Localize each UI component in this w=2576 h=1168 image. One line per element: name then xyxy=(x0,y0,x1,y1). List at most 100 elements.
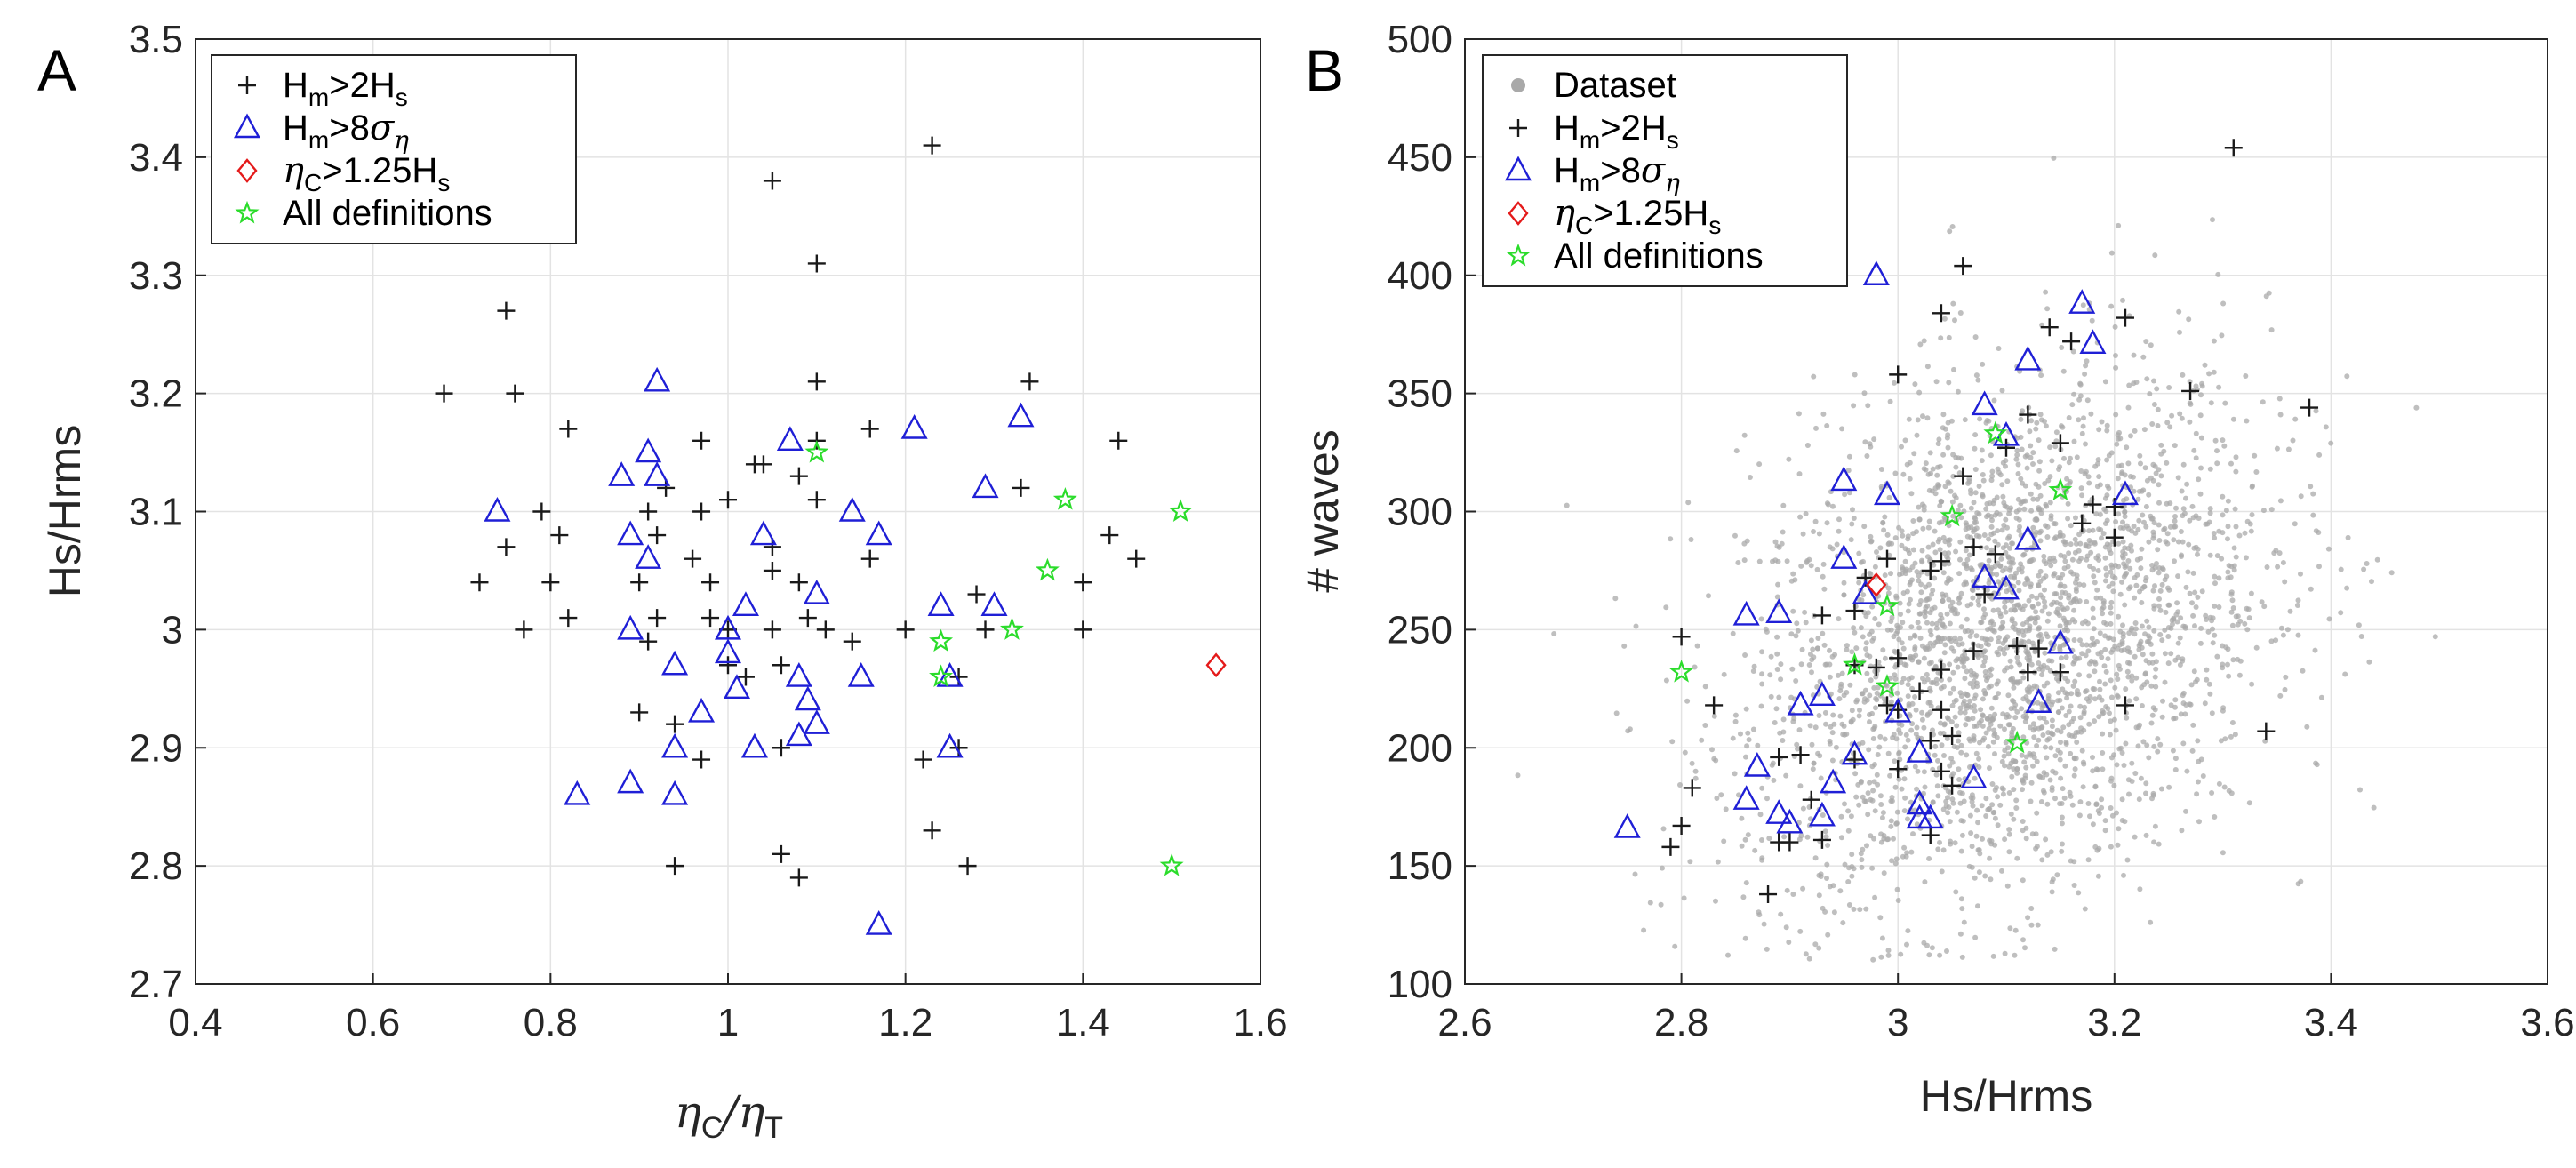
dataset-point xyxy=(1859,857,1865,863)
dataset-point xyxy=(2338,566,2344,572)
dataset-point xyxy=(1730,630,1736,636)
dataset-point xyxy=(1980,477,1987,484)
dataset-point xyxy=(1872,616,1878,621)
dataset-point xyxy=(1933,625,1940,631)
dataset-point xyxy=(2186,316,2192,323)
dataset-point xyxy=(1933,379,1940,385)
dataset-point xyxy=(2283,674,2289,680)
dataset-point xyxy=(1924,597,1930,604)
dataset-point xyxy=(2193,604,2199,610)
dataset-point xyxy=(2225,661,2230,668)
panel-a-ticks: 0.4 0.6 0.8 1 1.2 1.4 1.62.72.82.933.13.23.33.… xyxy=(129,18,1288,1044)
dataset-point xyxy=(2049,717,2055,724)
dataset-point xyxy=(2059,848,2065,854)
dataset-point xyxy=(2298,571,2303,577)
dataset-point xyxy=(2122,509,2128,516)
dataset-point xyxy=(2052,571,2058,577)
triangle-point xyxy=(2111,480,2139,506)
legend-star-label: All definitions xyxy=(1554,236,1764,276)
dataset-point xyxy=(2029,831,2036,837)
dataset-point xyxy=(1820,812,1826,818)
dataset-point xyxy=(1930,466,1936,472)
dataset-point xyxy=(2220,437,2226,444)
dataset-point xyxy=(1757,812,1764,818)
dataset-point xyxy=(1860,558,1866,564)
dataset-point xyxy=(1899,640,1905,646)
dataset-point xyxy=(2115,432,2121,438)
dataset-point xyxy=(1876,621,1882,628)
dataset-point xyxy=(2004,524,2010,531)
dataset-point xyxy=(1721,671,1727,677)
legend-plus-marker xyxy=(238,76,256,94)
dataset-point xyxy=(2223,508,2229,514)
dataset-point xyxy=(2211,531,2217,536)
dataset-point xyxy=(1943,803,1949,809)
legend-triangle-marker xyxy=(233,113,261,139)
dataset-point xyxy=(2287,608,2293,614)
triangle-point xyxy=(732,591,759,616)
dataset-point xyxy=(2114,810,2119,816)
dataset-point xyxy=(2020,675,2027,681)
dataset-point xyxy=(2120,548,2126,555)
dataset-point xyxy=(2086,673,2092,679)
dataset-point xyxy=(2312,647,2318,653)
dataset-point xyxy=(2051,599,2057,605)
panel-b-markers xyxy=(1613,139,2319,904)
dataset-point xyxy=(1940,412,1947,418)
dataset-point xyxy=(2148,683,2155,689)
dataset-point xyxy=(1981,659,1988,665)
dataset-point xyxy=(2081,415,2086,421)
dataset-point xyxy=(1809,741,1815,748)
y-tick-label: 3.1 xyxy=(129,491,183,534)
dataset-point xyxy=(2066,415,2072,420)
dataset-point xyxy=(1943,798,1949,804)
dataset-point xyxy=(2124,444,2130,451)
plus-point xyxy=(860,549,879,568)
dataset-point xyxy=(2140,512,2146,518)
dataset-point xyxy=(1851,403,1857,409)
dataset-point xyxy=(2204,667,2210,673)
star-point xyxy=(1983,420,2008,444)
dataset-point xyxy=(1988,636,1994,643)
star-point xyxy=(929,628,954,652)
dataset-point xyxy=(2004,634,2011,640)
dataset-point xyxy=(1939,742,1945,748)
dataset-point xyxy=(2214,448,2220,454)
dataset-point xyxy=(2207,506,2213,512)
dataset-point xyxy=(2160,698,2165,704)
dataset-point xyxy=(2356,622,2362,628)
plus-point xyxy=(745,455,764,474)
x-tick-label: 1 xyxy=(717,1001,739,1044)
plus-point xyxy=(630,703,649,722)
dataset-point xyxy=(1781,834,1788,840)
dataset-point xyxy=(2119,579,2125,585)
dataset-point xyxy=(1803,951,1809,957)
dataset-point xyxy=(2077,703,2084,709)
dataset-point xyxy=(2062,539,2068,545)
dataset-point xyxy=(1858,779,1864,784)
dataset-point xyxy=(1838,684,1844,690)
dataset-point xyxy=(1824,520,1830,526)
dataset-point xyxy=(1885,948,1892,954)
dataset-point xyxy=(2101,663,2108,669)
dataset-point xyxy=(1920,676,1925,682)
dataset-point xyxy=(2212,603,2218,609)
dataset-point xyxy=(1986,725,1992,732)
triangle-point xyxy=(1732,600,1760,626)
dataset-point xyxy=(2116,746,2123,752)
dataset-point xyxy=(1880,520,1886,526)
dataset-point xyxy=(2136,796,2142,803)
dataset-point xyxy=(1982,669,1988,675)
dataset-point xyxy=(2022,581,2028,587)
dataset-point xyxy=(2076,692,2082,698)
dataset-point xyxy=(2054,611,2060,616)
triangle-point xyxy=(1992,574,2020,600)
dataset-point xyxy=(2171,537,2177,543)
dataset-point xyxy=(1973,532,1980,539)
dataset-point xyxy=(1786,456,1792,462)
dataset-point xyxy=(2040,788,2046,794)
dataset-point xyxy=(2093,595,2100,601)
dataset-point xyxy=(1736,792,1741,798)
dataset-point xyxy=(2014,654,2020,660)
